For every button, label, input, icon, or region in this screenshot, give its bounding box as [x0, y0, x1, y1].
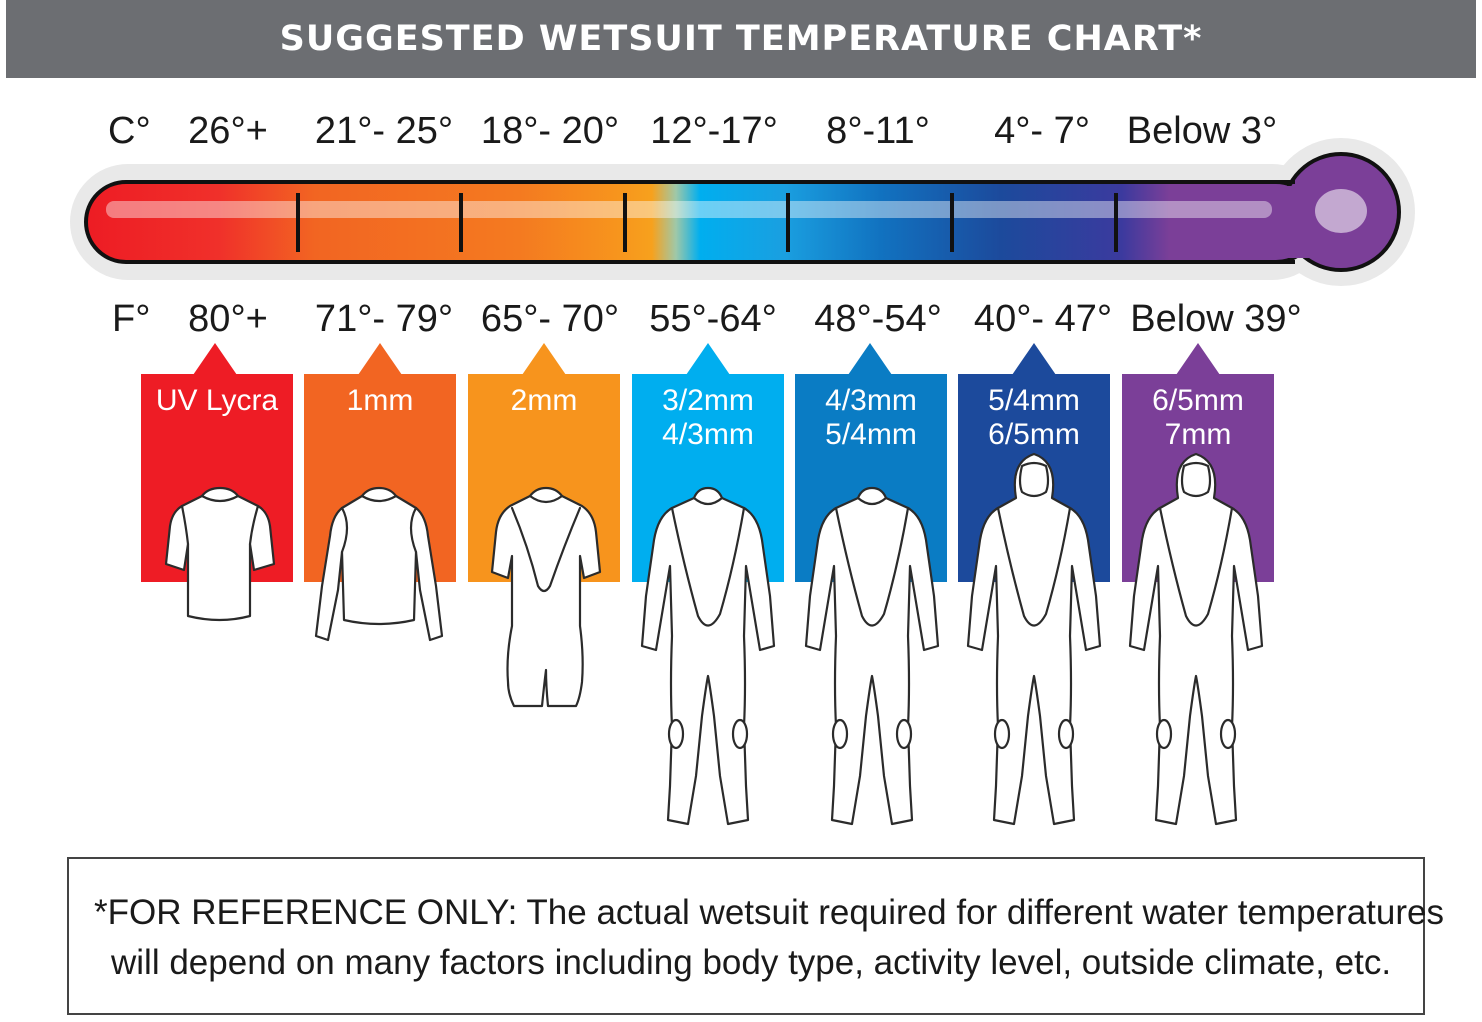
fahrenheit-range-1: 80°+: [188, 298, 268, 340]
long-sleeve-top-icon: [314, 486, 444, 642]
hooded-fullsuit-icon: [966, 452, 1102, 826]
chart-header: SUGGESTED WETSUIT TEMPERATURE CHART*: [6, 0, 1476, 78]
suit-label: 1mm: [346, 384, 414, 417]
fahrenheit-row-label: F°: [112, 298, 151, 340]
suit-label: 5/4mm 6/5mm: [988, 384, 1080, 451]
fahrenheit-range-3: 65°- 70°: [480, 298, 620, 340]
celsius-range-6: 4°- 7°: [994, 110, 1090, 152]
chart-title: SUGGESTED WETSUIT TEMPERATURE CHART*: [279, 19, 1203, 59]
suit-label: UV Lycra: [155, 384, 279, 417]
fullsuit-icon: [804, 486, 940, 826]
pointer-arrow: [686, 343, 730, 375]
celsius-range-5: 8°-11°: [826, 110, 930, 152]
thermometer: [70, 138, 1415, 286]
fahrenheit-range-7: Below 39°: [1130, 298, 1302, 340]
fahrenheit-range-2: 71°- 79°: [314, 298, 454, 340]
pointer-arrow: [848, 343, 892, 375]
pointer-arrow: [1012, 343, 1056, 375]
pointer-arrow: [358, 343, 402, 375]
reference-note-line-1: *FOR REFERENCE ONLY: The actual wetsuit …: [94, 893, 1444, 932]
thermometer-tube: [84, 180, 1318, 264]
celsius-row-label: C°: [108, 110, 151, 152]
rash-vest-icon: [164, 486, 276, 622]
reference-note-line-2: will depend on many factors including bo…: [111, 943, 1392, 982]
celsius-range-7: Below 3°: [1126, 110, 1278, 152]
fahrenheit-range-6: 40°- 47°: [973, 298, 1113, 340]
suit-label: 4/3mm 5/4mm: [825, 384, 917, 451]
thermometer-dividers: [296, 193, 1118, 252]
fullsuit-icon: [640, 486, 776, 826]
reference-note-box: [67, 857, 1425, 1015]
pointer-arrow: [1176, 343, 1220, 375]
suit-label: 2mm: [510, 384, 578, 417]
fahrenheit-range-4: 55°-64°: [649, 298, 777, 340]
celsius-range-1: 26°+: [188, 110, 268, 152]
suit-label: 3/2mm 4/3mm: [662, 384, 754, 451]
celsius-range-2: 21°- 25°: [314, 110, 454, 152]
celsius-range-3: 18°- 20°: [480, 110, 620, 152]
hooded-fullsuit-icon: [1128, 452, 1264, 826]
fahrenheit-range-5: 48°-54°: [814, 298, 942, 340]
shorty-wetsuit-icon: [490, 486, 602, 708]
celsius-range-4: 12°-17°: [650, 110, 778, 152]
pointer-arrow: [193, 343, 237, 375]
bulb-highlight: [1315, 189, 1367, 233]
thermometer-highlight: [106, 201, 1272, 218]
pointer-arrow: [522, 343, 566, 375]
suit-label: 6/5mm 7mm: [1152, 384, 1244, 451]
